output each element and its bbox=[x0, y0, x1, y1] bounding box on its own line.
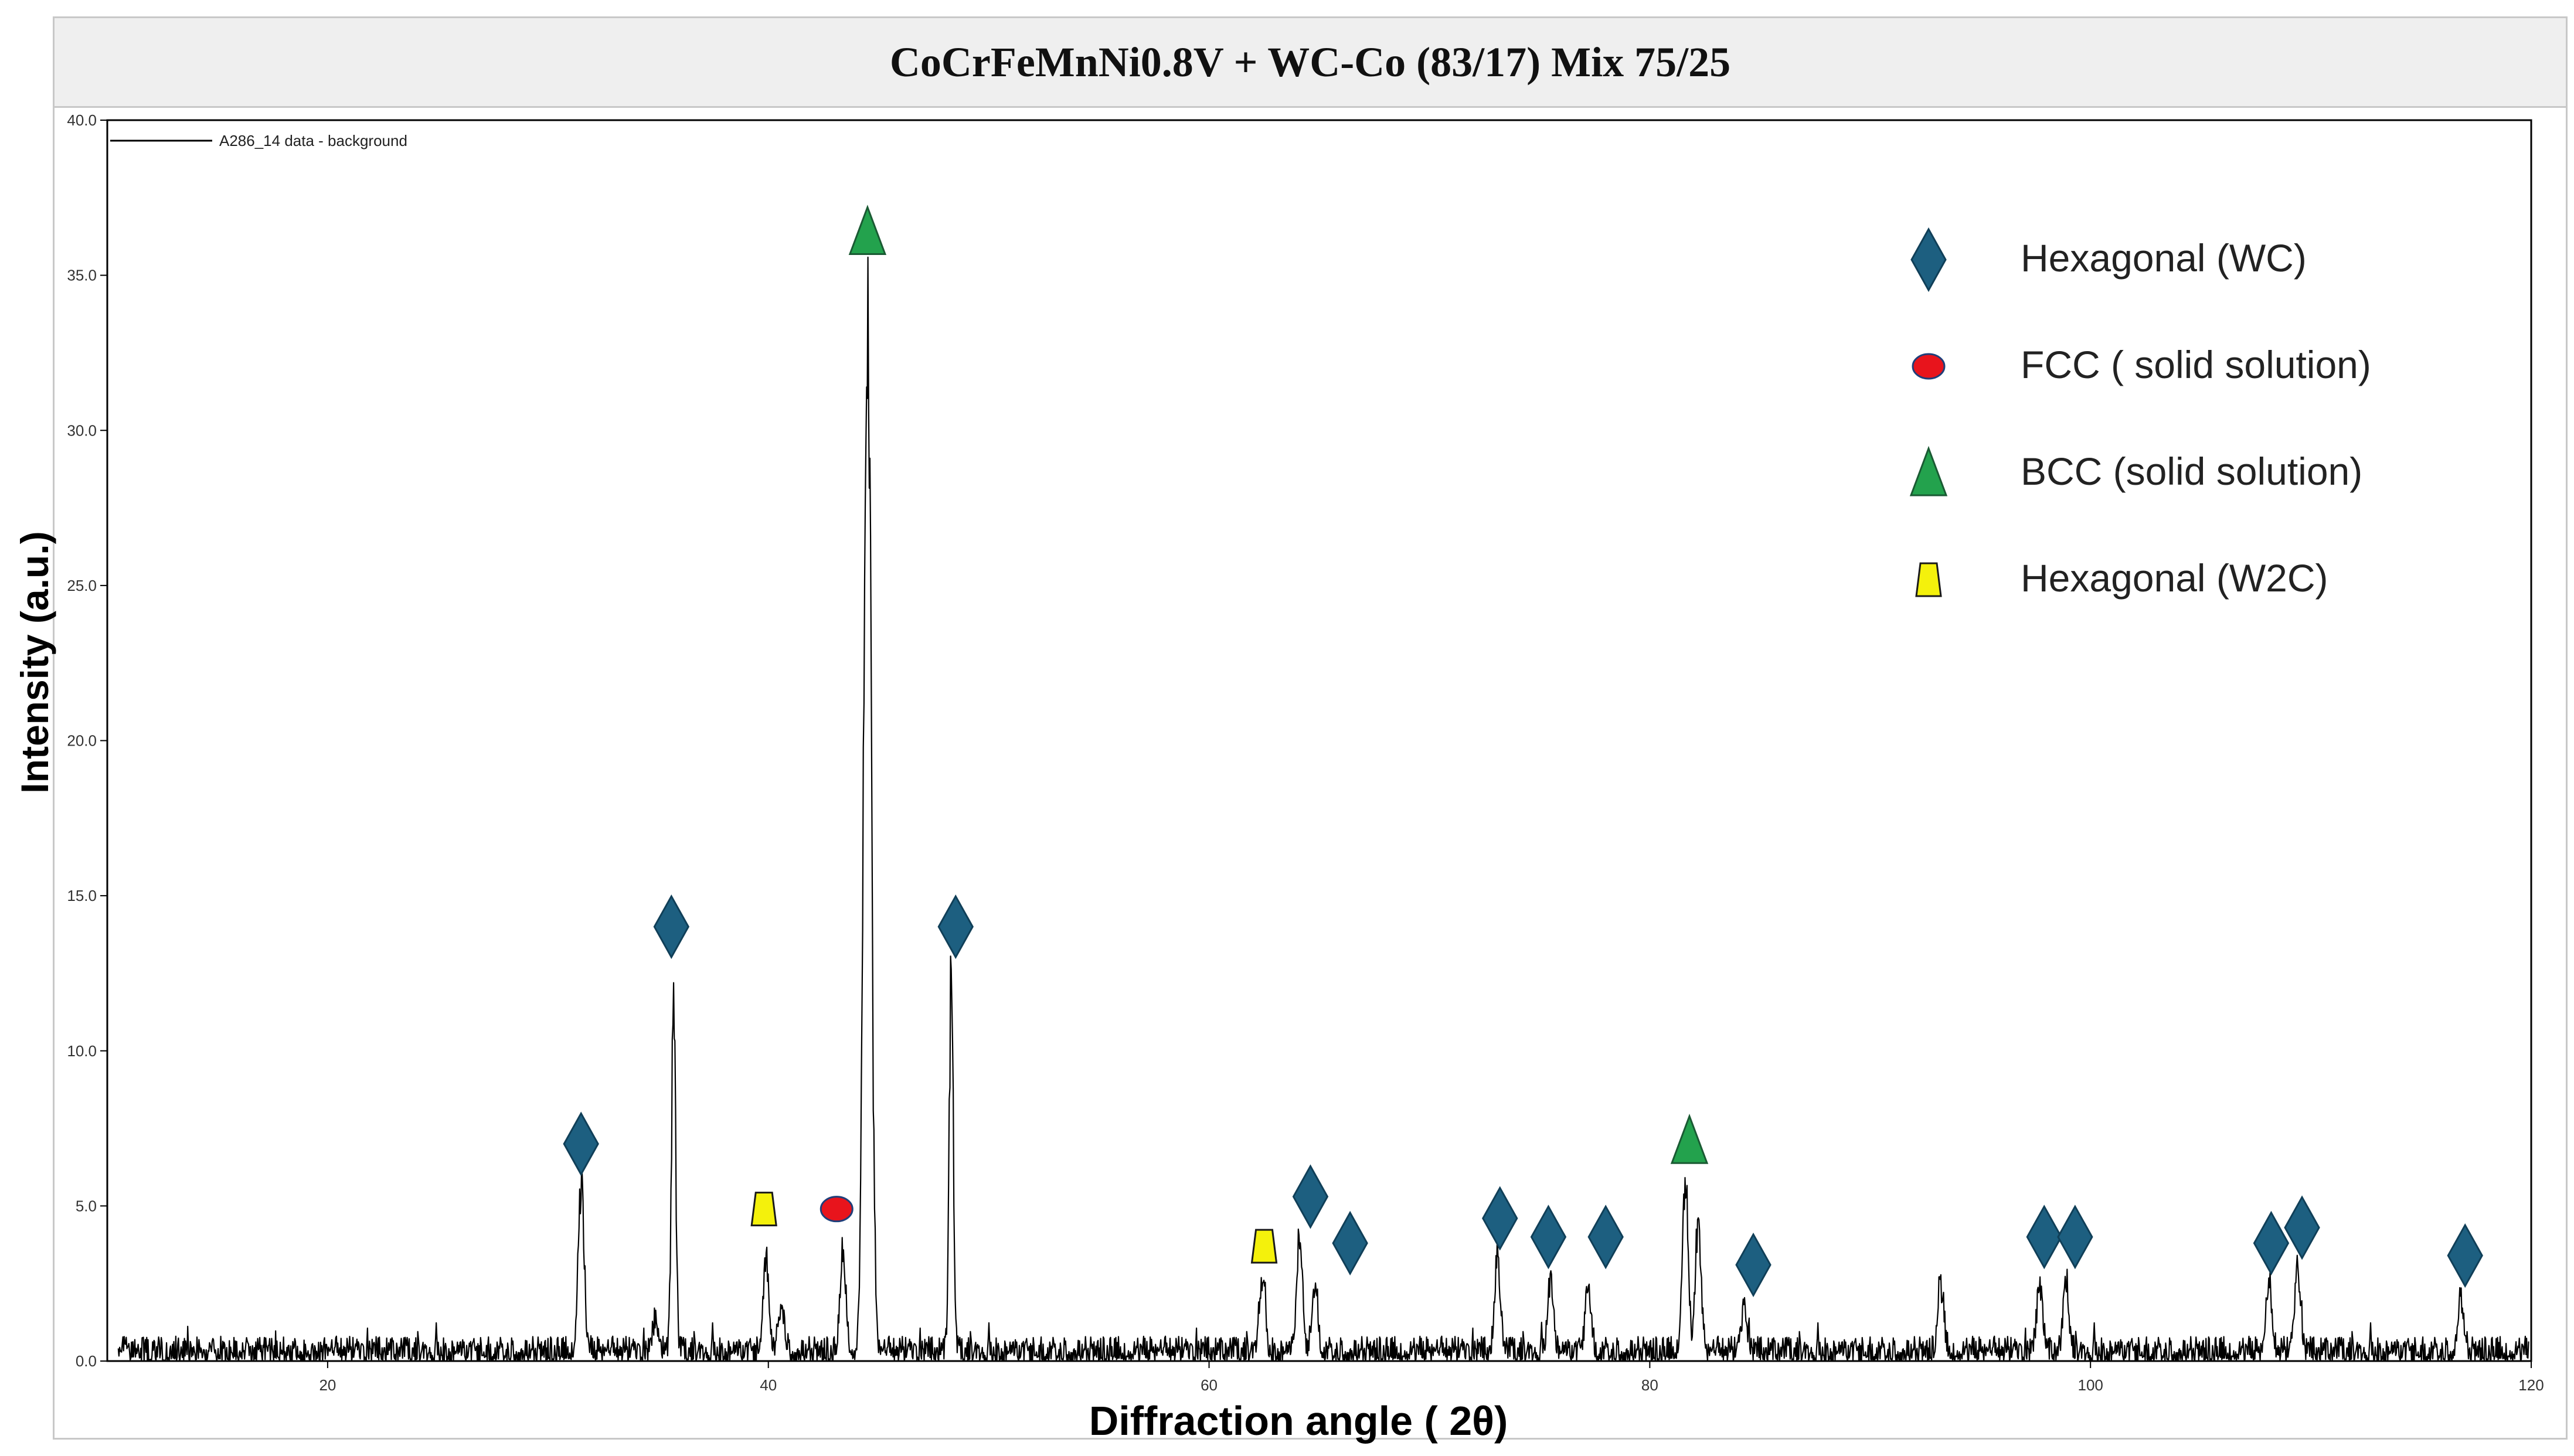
phase-marker bbox=[848, 205, 887, 256]
phase-marker bbox=[1587, 1205, 1624, 1270]
chart-title: CoCrFeMnNi0.8V + WC-Co (83/17) Mix 75/25 bbox=[889, 38, 1731, 86]
x-tick-label: 20 bbox=[319, 1376, 336, 1394]
y-tick-label: 25.0 bbox=[67, 577, 97, 594]
y-tick-label: 30.0 bbox=[67, 421, 97, 439]
phase-marker bbox=[750, 1192, 777, 1227]
plot-area bbox=[106, 119, 2532, 1362]
phase-marker bbox=[563, 1111, 599, 1176]
x-axis-label: Diffraction angle ( 2θ) bbox=[1089, 1398, 1508, 1444]
y-tick-label: 10.0 bbox=[67, 1042, 97, 1060]
phase-marker bbox=[2057, 1205, 2093, 1270]
data-legend-label: A286_14 data - background bbox=[219, 132, 407, 149]
phase-marker bbox=[653, 894, 690, 960]
phase-marker bbox=[820, 1196, 854, 1223]
phase-marker bbox=[937, 894, 974, 960]
phase-marker bbox=[2026, 1205, 2062, 1270]
phase-marker bbox=[1735, 1232, 1771, 1298]
phase-marker bbox=[2447, 1223, 2483, 1288]
phase-marker bbox=[1530, 1205, 1567, 1270]
legend-label: Hexagonal (WC) bbox=[2021, 236, 2307, 280]
y-tick-label: 0.0 bbox=[76, 1352, 97, 1370]
x-tick-label: 40 bbox=[760, 1376, 777, 1394]
legend: Hexagonal (WC) FCC ( solid solution) BCC (… bbox=[1909, 227, 2371, 600]
phase-marker bbox=[1482, 1186, 1518, 1251]
legend-label: BCC (solid solution) bbox=[2021, 450, 2362, 493]
x-tick-label: 80 bbox=[1641, 1376, 1658, 1394]
y-tick-label: 15.0 bbox=[67, 887, 97, 904]
phase-marker bbox=[2284, 1195, 2320, 1260]
x-tick-label: 100 bbox=[2077, 1376, 2103, 1394]
x-axis-ticks: 20 40 60 80 100 120 bbox=[319, 1361, 2544, 1394]
phase-marker bbox=[1670, 1113, 1709, 1164]
legend-label: Hexagonal (W2C) bbox=[2021, 556, 2328, 600]
series-line bbox=[117, 256, 2529, 1362]
legend-marker bbox=[1915, 562, 1942, 597]
phase-marker bbox=[2253, 1210, 2290, 1275]
y-tick-label: 5.0 bbox=[76, 1197, 97, 1215]
legend-marker bbox=[1909, 445, 1948, 496]
y-tick-label: 20.0 bbox=[67, 732, 97, 750]
data-legend: A286_14 data - background bbox=[110, 132, 407, 149]
y-tick-label: 35.0 bbox=[67, 267, 97, 284]
x-tick-label: 60 bbox=[1201, 1376, 1218, 1394]
title-bar: CoCrFeMnNi0.8V + WC-Co (83/17) Mix 75/25 bbox=[55, 18, 2566, 108]
y-axis-ticks: 0.0 5.0 10.0 15.0 20.0 25.0 30.0 35.0 40.0 bbox=[67, 111, 107, 1370]
legend-label: FCC ( solid solution) bbox=[2021, 343, 2371, 386]
x-tick-label: 120 bbox=[2518, 1376, 2544, 1394]
phase-markers bbox=[563, 205, 2483, 1298]
y-axis-label: Intensity (a.u.) bbox=[13, 531, 56, 793]
legend-marker bbox=[1912, 353, 1946, 380]
y-tick-label: 40.0 bbox=[67, 111, 97, 129]
phase-marker bbox=[1250, 1229, 1278, 1264]
legend-marker bbox=[1910, 227, 1947, 292]
phase-marker bbox=[1292, 1164, 1329, 1229]
phase-marker bbox=[1332, 1210, 1368, 1275]
